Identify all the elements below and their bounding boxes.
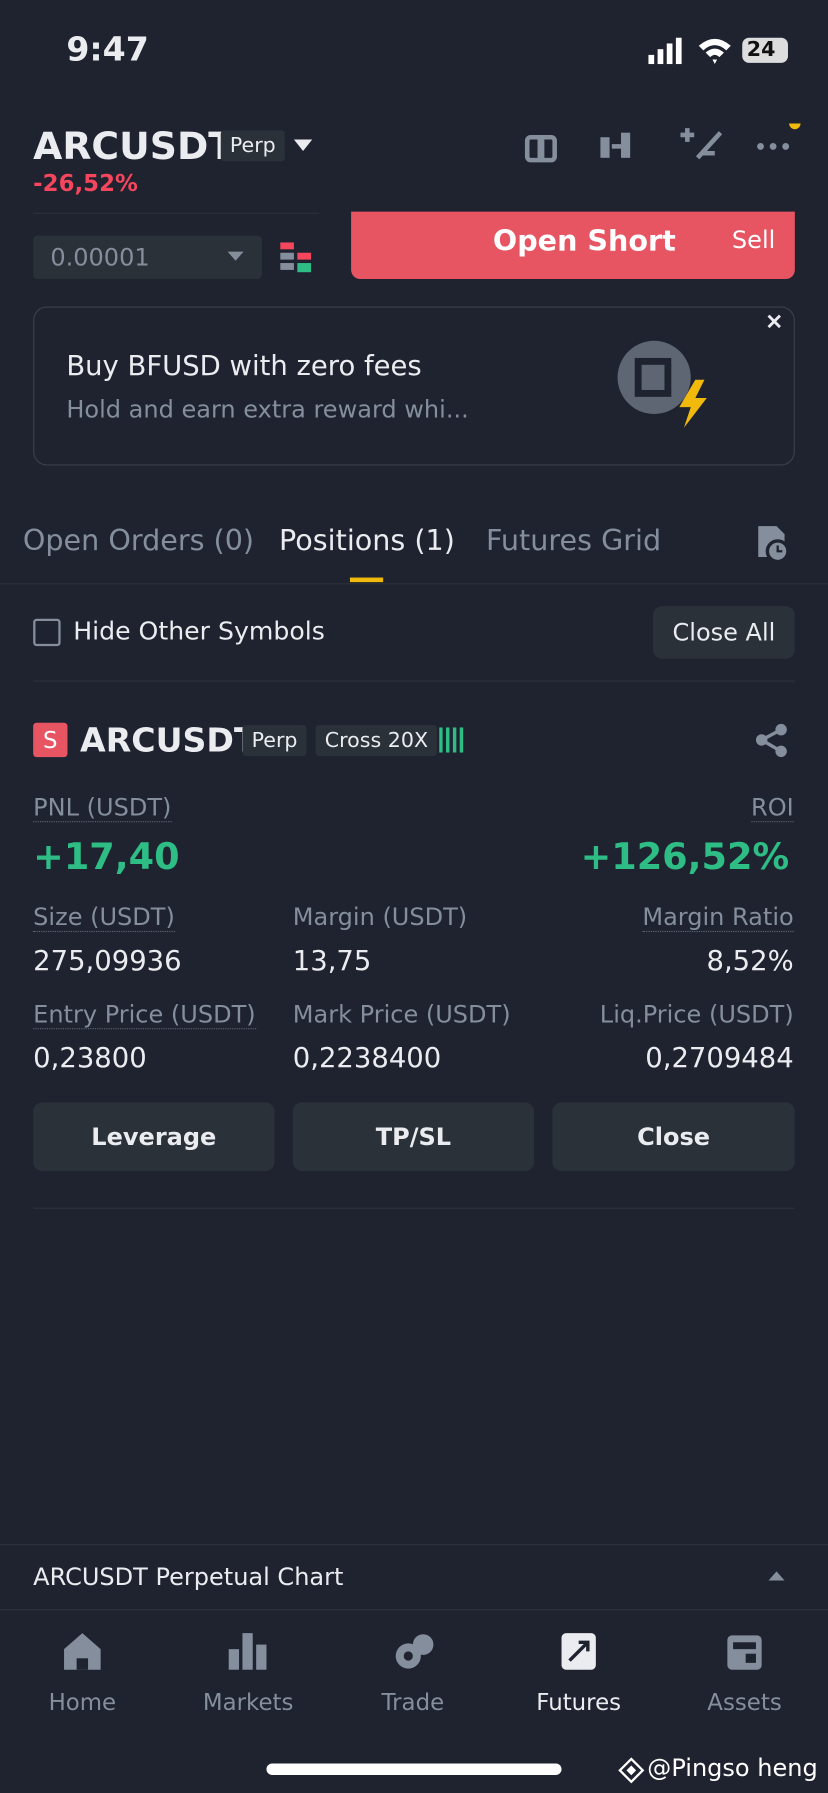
field-value: 13,75 <box>292 944 372 977</box>
open-short-label: Open Short <box>492 224 676 258</box>
history-icon[interactable] <box>755 524 792 563</box>
field-value: 0,23800 <box>33 1041 147 1074</box>
tab-indicator <box>349 577 384 583</box>
chart-bar-label[interactable]: ARCUSDT Perpetual Chart <box>33 1563 344 1591</box>
field-value: 0,2709484 <box>645 1041 794 1074</box>
field-label: Margin (USDT) <box>292 903 468 931</box>
checkbox[interactable] <box>33 618 61 647</box>
field-label: Liq.Price (USDT) <box>599 1000 794 1029</box>
pnl-label: PNL (USDT) <box>33 793 172 823</box>
close-all-button[interactable]: Close All <box>653 606 795 659</box>
promo-icon <box>617 314 781 428</box>
close-button[interactable]: Close <box>552 1102 795 1172</box>
nav-item[interactable]: Markets <box>202 1688 294 1716</box>
field-label: Margin Ratio <box>642 903 794 933</box>
field-label: Entry Price (USDT) <box>33 1000 256 1030</box>
perp-badge: Perp <box>242 725 307 756</box>
position-symbol: ARCUSDT <box>80 720 257 760</box>
tab[interactable]: Open Orders (0) <box>22 523 255 557</box>
tab-active[interactable]: Positions (1) <box>279 523 455 557</box>
price-step-select[interactable] <box>33 235 262 280</box>
time: 9:47 <box>66 29 149 69</box>
nav-item[interactable]: Home <box>48 1688 117 1716</box>
side-badge: S <box>33 722 68 758</box>
change: -26,52% <box>33 169 138 197</box>
tpsl-button[interactable]: TP/SL <box>292 1102 535 1172</box>
field-label: Size (USDT) <box>33 903 175 933</box>
leverage-bars <box>439 727 464 753</box>
promo-subtitle: Hold and earn extra reward whi... <box>66 395 469 424</box>
header-icons[interactable] <box>520 123 806 170</box>
roi-label: ROI <box>751 793 794 823</box>
promo-title: Buy BFUSD with zero fees <box>66 349 422 382</box>
open-short-button[interactable] <box>351 211 795 280</box>
select-arrow <box>227 251 244 261</box>
battery: 24 <box>746 37 776 62</box>
nav-item[interactable]: Assets <box>707 1688 782 1716</box>
expand-arrow[interactable] <box>768 1570 785 1581</box>
roi-value: +126,52% <box>580 834 790 879</box>
price-step: 0.00001 <box>50 243 150 272</box>
pnl-value: +17,40 <box>33 834 180 879</box>
promo-card[interactable] <box>33 306 795 466</box>
field-label: Mark Price (USDT) <box>292 1000 511 1029</box>
dropdown-icon[interactable] <box>293 137 314 153</box>
nav-item[interactable]: Trade <box>381 1688 445 1716</box>
watermark: @Pingso heng <box>647 1754 818 1782</box>
home-indicator <box>266 1763 562 1775</box>
share-icon[interactable] <box>755 723 789 758</box>
leverage-button[interactable]: Leverage <box>33 1102 275 1172</box>
perp-badge: Perp <box>220 130 285 162</box>
hide-other-symbols: Hide Other Symbols <box>73 617 325 647</box>
nav-icons[interactable] <box>0 1624 828 1681</box>
symbol[interactable]: ARCUSDT <box>33 123 235 169</box>
sell-label: Sell <box>731 226 776 254</box>
tab[interactable]: Futures Grid <box>486 523 662 557</box>
field-value: 0,2238400 <box>292 1041 442 1074</box>
field-value: 8,52% <box>706 944 794 977</box>
nav-item-active[interactable]: Futures <box>536 1688 622 1716</box>
status-icons <box>648 37 788 65</box>
layout-icon[interactable] <box>280 240 312 274</box>
watermark-logo <box>618 1757 645 1784</box>
margin-mode-badge: Cross 20X <box>315 725 438 756</box>
field-value: 275,09936 <box>33 944 182 977</box>
